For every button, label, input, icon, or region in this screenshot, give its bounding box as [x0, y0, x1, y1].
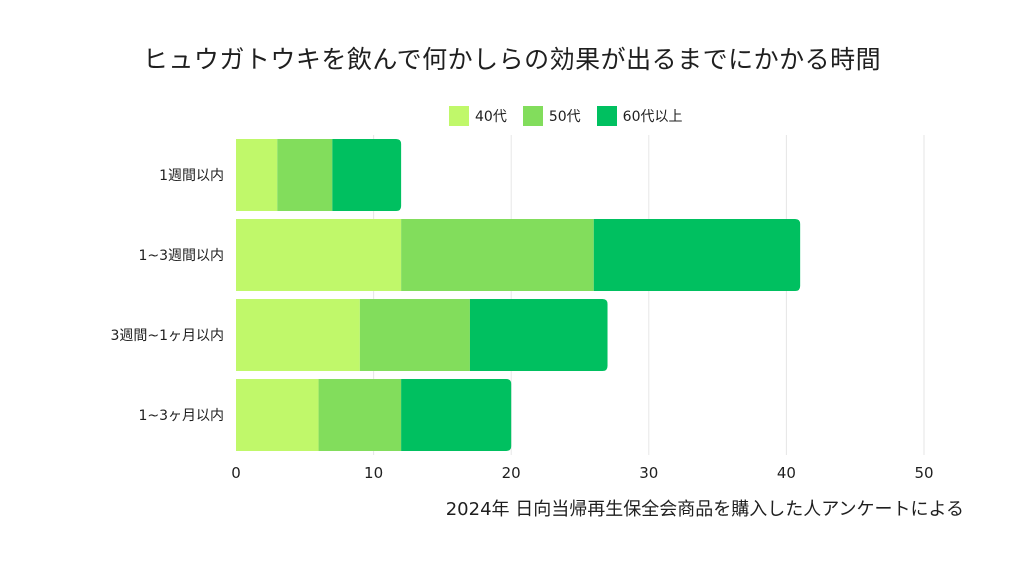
source-note: 2024年 日向当帰再生保全会商品を購入した人アンケートによる [445, 499, 964, 520]
legend-swatch-40s [449, 106, 469, 126]
legend-label-60s: 60代以上 [622, 109, 683, 125]
bar-segment [236, 139, 278, 211]
bar-segment [236, 379, 319, 451]
category-label: 1~3週間以内 [138, 248, 224, 264]
chart-title: ヒュウガトウキを飲んで何かしらの効果が出るまでにかかる時間 [142, 45, 882, 74]
x-tick-label: 30 [639, 464, 658, 482]
bar-segment [401, 219, 594, 291]
legend-swatch-60s [596, 106, 617, 126]
bar-segment [359, 299, 470, 371]
x-tick-label: 10 [364, 464, 383, 482]
legend-swatch-50s [522, 106, 543, 126]
bar-segment [318, 379, 402, 451]
x-tick-label: 50 [914, 464, 933, 482]
category-label: 1~3ヶ月以内 [138, 408, 224, 424]
bar-segment [469, 299, 608, 371]
bar-segment [401, 379, 512, 451]
bar-segment [593, 219, 801, 291]
legend-label-50s: 50代 [548, 109, 581, 125]
x-tick-label: 0 [231, 464, 241, 482]
chart-legend: 40代 50代 60代以上 [449, 106, 682, 126]
legend-label-40s: 40代 [475, 109, 507, 125]
bar-segment [332, 139, 402, 211]
legend-item-60s: 60代以上 [596, 106, 683, 126]
category-label: 3週間~1ヶ月以内 [110, 328, 224, 344]
x-tick-label: 40 [777, 464, 796, 482]
bar-segment [236, 299, 360, 371]
legend-item-50s: 50代 [522, 106, 581, 126]
legend-item-40s: 40代 [449, 106, 507, 126]
bar-segment [277, 139, 333, 211]
bar-segment [236, 219, 402, 291]
category-label: 1週間以内 [159, 168, 224, 184]
x-tick-label: 20 [502, 464, 521, 482]
